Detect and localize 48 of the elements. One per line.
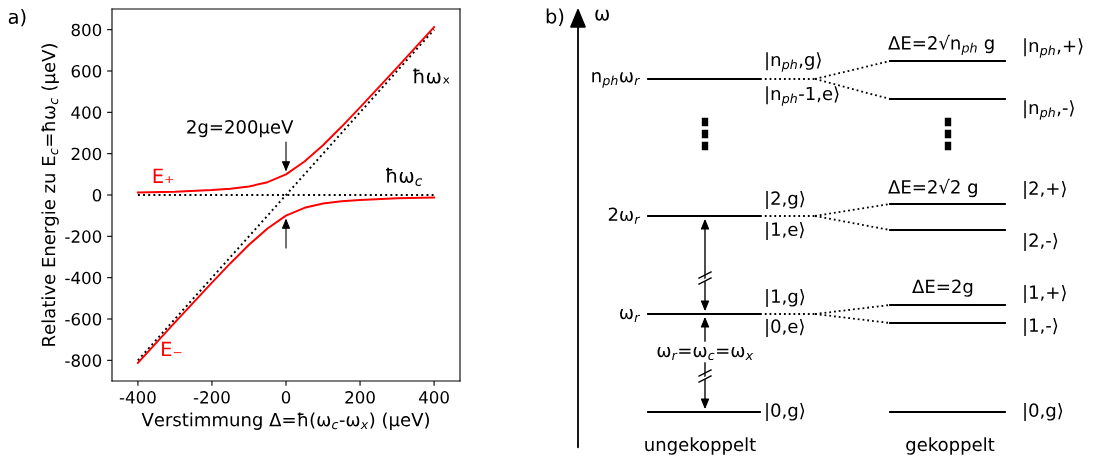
series-label: E₊ [153,168,174,183]
text: |n$_{ph}$-1,e⟩ [766,86,839,106]
text: ω$_{r}$=ω$_{c}$=ω$_{x}$ [657,347,754,361]
y-tick-label: -600 [65,312,102,326]
text: |2,g⟩ [766,190,805,210]
text: |1,-⟩ [1024,317,1058,337]
text: ω$_{r}$ [620,309,641,322]
text: ungekoppelt [645,437,756,455]
text: ΔE=2√2 g [888,178,977,198]
text: |0,e⟩ [766,318,804,338]
y-tick-label: 400 [71,106,102,119]
y-tick-label: -400 [65,271,102,285]
x-tick-label: 200 [345,391,375,404]
x-tick-label: 0 [281,391,291,404]
text: 2ω$_{r}$ [608,207,641,224]
line-series [136,196,436,364]
y-tick-label: 600 [71,64,102,78]
text: |1,g⟩ [766,288,805,308]
x-tick-label: 400 [418,391,449,404]
series-label: ħωₓ [413,68,450,84]
y-tick-label: 800 [71,23,102,37]
text: |0,g⟩ [1024,402,1063,422]
x-tick-label: -400 [119,391,156,404]
x-tick-label: -200 [193,391,230,404]
y-tick-label: 0 [92,188,102,202]
y-tick-label: -800 [65,354,102,367]
text: gekoppelt [906,437,995,455]
text: ω [595,9,609,21]
text: |n$_{ph}$,-⟩ [1024,100,1074,120]
text: |n$_{ph}$,g⟩ [766,52,821,72]
text: |1,e⟩ [766,221,804,241]
text: b) [546,8,564,26]
text: ΔE=2g [912,279,973,297]
y-axis-title: Relative Energie zu E$_{c}$=ħω$_{c}$ (µeV) [41,44,59,346]
text: |0,g⟩ [766,402,805,422]
text: ΔE=2√n$_{ph}$ g [888,34,994,56]
text: |n$_{ph}$,+⟩ [1024,38,1083,58]
x-axis-title: Verstimmung Δ=ħ(ω$_{c}$-ω$_{x}$) (µeV) [141,412,429,430]
annotation: 2g=200µeV [187,119,294,138]
text: |1,+⟩ [1024,284,1066,304]
series-label: E₋ [162,341,182,356]
series-label: ħω$_{c}$ [386,167,423,186]
text: |2,-⟩ [1024,232,1058,252]
text: n$_{ph}$ω$_{r}$ [592,72,640,88]
y-tick-label: -200 [65,230,102,243]
y-tick-label: 200 [71,147,102,161]
text: |2,+⟩ [1024,180,1066,200]
chart-title: a) [8,9,26,27]
